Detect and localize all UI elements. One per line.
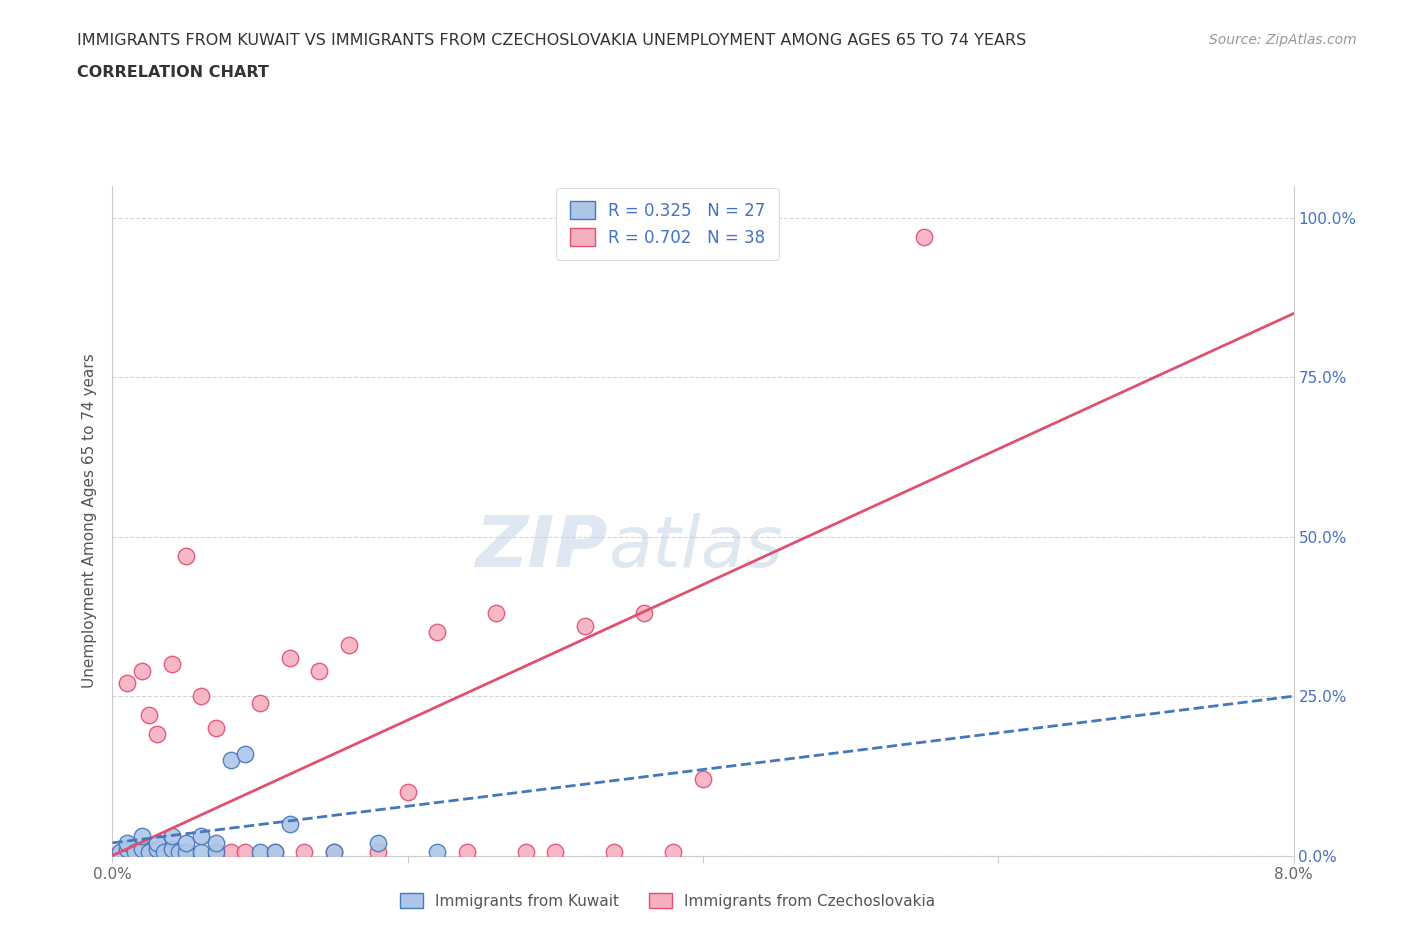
Point: [367, 845, 389, 860]
Point: [662, 845, 685, 860]
Point: [117, 842, 138, 857]
Point: [131, 829, 153, 844]
Point: [278, 817, 301, 831]
Point: [108, 845, 131, 860]
Point: [323, 845, 346, 860]
Point: [131, 663, 153, 678]
Point: [108, 845, 131, 860]
Point: [146, 835, 169, 850]
Point: [205, 721, 228, 736]
Point: [160, 829, 183, 844]
Point: [426, 625, 449, 640]
Point: [205, 845, 228, 860]
Point: [167, 845, 190, 860]
Point: [174, 845, 197, 860]
Point: [174, 835, 197, 850]
Point: [308, 663, 330, 678]
Point: [396, 784, 419, 799]
Point: [146, 727, 169, 742]
Point: [205, 845, 228, 860]
Point: [138, 708, 160, 723]
Point: [515, 845, 537, 860]
Point: [914, 230, 936, 245]
Point: [456, 845, 478, 860]
Point: [117, 835, 138, 850]
Point: [190, 829, 212, 844]
Point: [544, 845, 567, 860]
Point: [426, 845, 449, 860]
Point: [249, 845, 271, 860]
Point: [146, 845, 169, 860]
Point: [131, 842, 153, 857]
Text: ZIP: ZIP: [477, 513, 609, 582]
Point: [278, 650, 301, 665]
Point: [205, 835, 228, 850]
Point: [190, 689, 212, 704]
Point: [124, 845, 146, 860]
Point: [233, 845, 256, 860]
Point: [146, 842, 169, 857]
Point: [337, 638, 360, 653]
Point: [633, 605, 655, 620]
Text: atlas: atlas: [609, 513, 783, 582]
Point: [131, 845, 153, 860]
Y-axis label: Unemployment Among Ages 65 to 74 years: Unemployment Among Ages 65 to 74 years: [82, 353, 97, 688]
Point: [174, 549, 197, 564]
Point: [264, 845, 287, 860]
Point: [153, 845, 176, 860]
Point: [292, 845, 315, 860]
Text: CORRELATION CHART: CORRELATION CHART: [77, 65, 269, 80]
Point: [160, 657, 183, 671]
Text: Source: ZipAtlas.com: Source: ZipAtlas.com: [1209, 33, 1357, 46]
Point: [160, 842, 183, 857]
Text: IMMIGRANTS FROM KUWAIT VS IMMIGRANTS FROM CZECHOSLOVAKIA UNEMPLOYMENT AMONG AGES: IMMIGRANTS FROM KUWAIT VS IMMIGRANTS FRO…: [77, 33, 1026, 47]
Point: [160, 845, 183, 860]
Point: [219, 752, 242, 767]
Point: [367, 835, 389, 850]
Point: [117, 676, 138, 691]
Point: [264, 845, 287, 860]
Point: [603, 845, 626, 860]
Point: [574, 618, 596, 633]
Point: [692, 772, 714, 787]
Legend: Immigrants from Kuwait, Immigrants from Czechoslovakia: Immigrants from Kuwait, Immigrants from …: [394, 886, 942, 915]
Point: [117, 842, 138, 857]
Point: [219, 845, 242, 860]
Point: [190, 845, 212, 860]
Point: [233, 746, 256, 761]
Point: [138, 845, 160, 860]
Point: [485, 605, 508, 620]
Point: [323, 845, 346, 860]
Point: [174, 845, 197, 860]
Point: [249, 695, 271, 710]
Point: [124, 845, 146, 860]
